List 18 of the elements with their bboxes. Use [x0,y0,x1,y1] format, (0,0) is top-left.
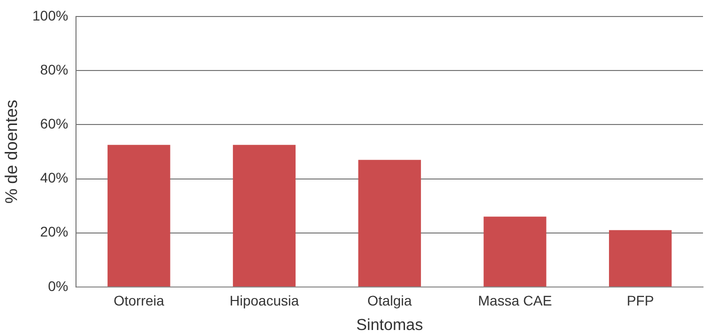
x-tick-label: Massa CAE [478,292,552,308]
x-tick-label: Otorreia [114,292,164,308]
bar [484,216,546,286]
y-axis-title: % de doentes [2,100,21,204]
y-tick-label: 40% [40,170,68,186]
bar [232,144,296,286]
y-tick-label: 0% [48,278,68,294]
y-tick-label: 80% [40,61,68,78]
x-tick-label: Hipoacusia [230,292,300,308]
bar [358,160,421,286]
x-axis-title: Sintomas [356,316,423,334]
y-tick-label: 20% [40,224,68,240]
y-tick-label: 60% [40,116,68,132]
x-tick-label: Otalgia [367,292,412,308]
bar [108,144,170,286]
x-tick-label: PFP [626,292,654,308]
y-tick-label: 100% [32,7,68,24]
bar [608,230,672,286]
